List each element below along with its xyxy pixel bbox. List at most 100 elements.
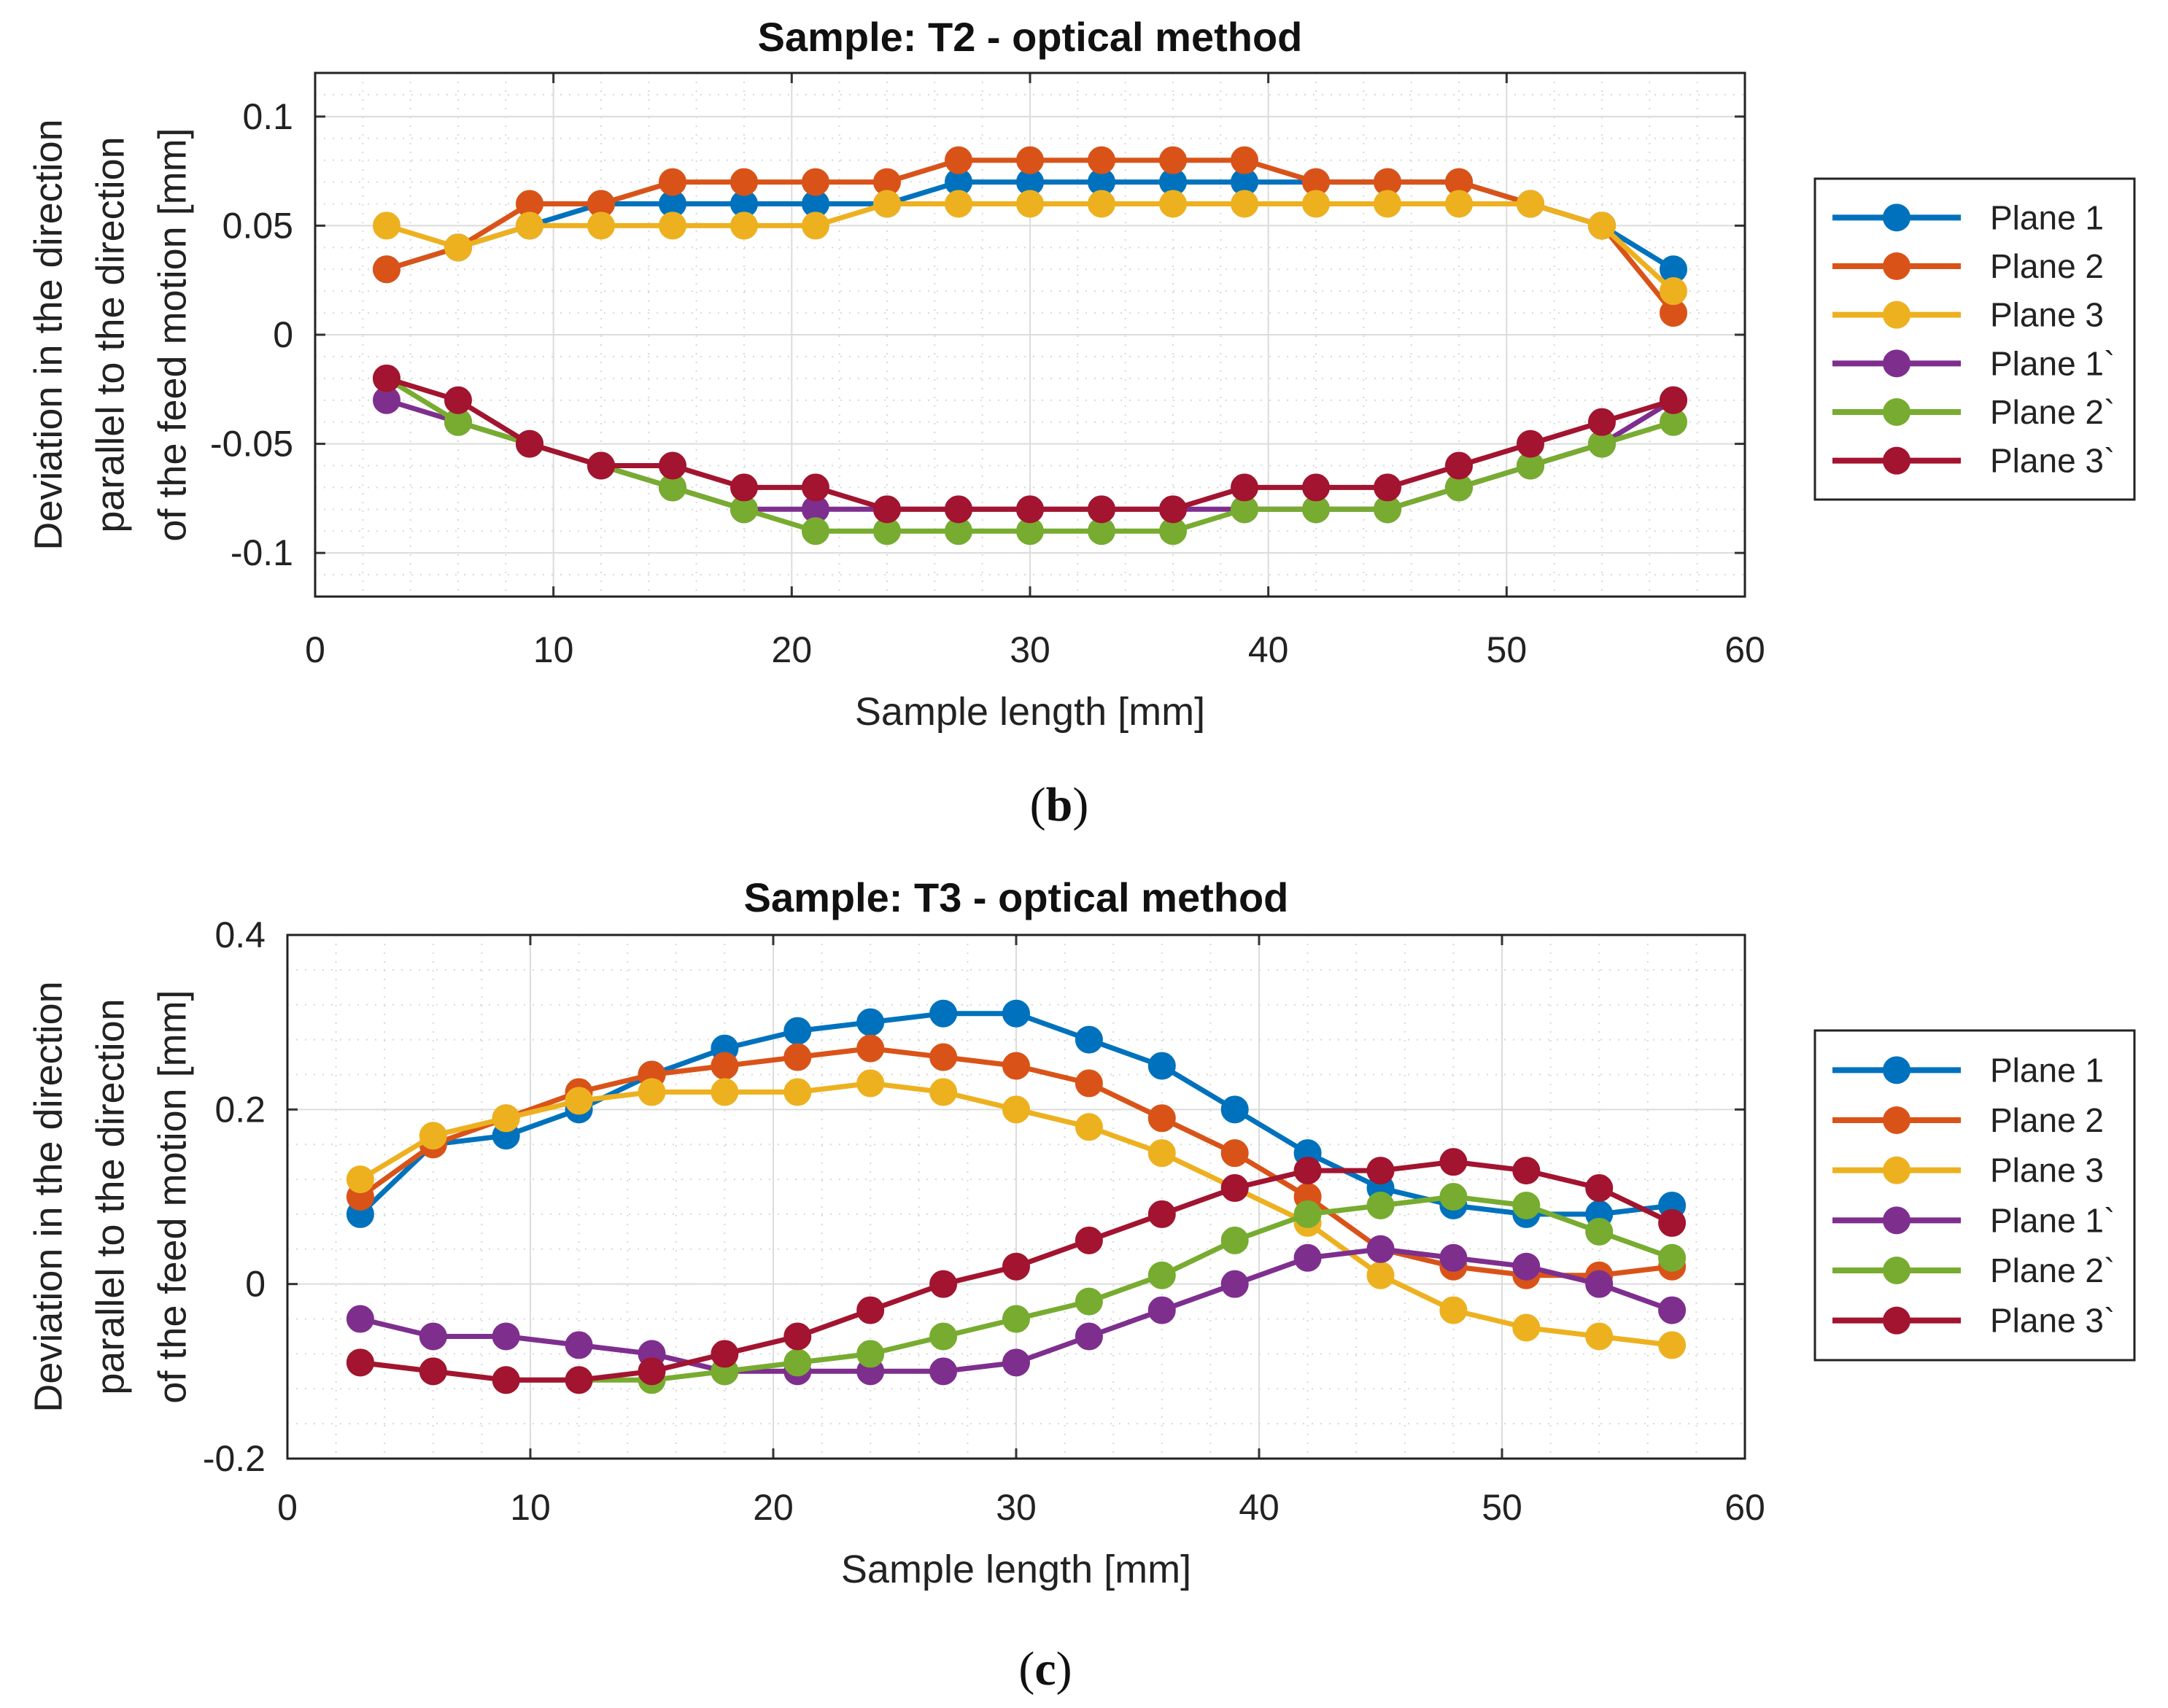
data-point: [516, 211, 543, 240]
y-tick-label: 0.4: [214, 915, 266, 955]
y-tick-label: -0.05: [210, 424, 293, 465]
caption-close-paren: ): [1056, 1642, 1072, 1696]
data-point: [711, 1340, 739, 1368]
data-point: [1445, 451, 1473, 480]
data-point: [1512, 1252, 1541, 1281]
data-point: [1658, 1243, 1687, 1272]
y-tick-label: 0.05: [222, 205, 293, 246]
data-point: [1293, 1157, 1322, 1185]
data-point: [1512, 1313, 1541, 1342]
data-point: [1585, 1217, 1614, 1246]
y-axis-label-line: parallel to the direction: [88, 136, 132, 532]
data-point: [1585, 1174, 1614, 1203]
caption-close-paren: ): [1072, 778, 1088, 831]
data-point: [1002, 1052, 1030, 1080]
data-point: [711, 1052, 739, 1080]
y-axis-label-line: parallel to the direction: [88, 998, 132, 1394]
legend: Plane 1 Plane 2 Plane 3 Plane 1` Plane 2` Pla…: [1813, 1029, 2136, 1362]
data-point: [1585, 1270, 1614, 1298]
plot-frame: [286, 933, 1746, 1460]
data-point: [373, 211, 400, 240]
data-point: [565, 1366, 593, 1394]
data-point: [1585, 1322, 1614, 1351]
data-point: [587, 451, 615, 480]
data-point: [1075, 1113, 1103, 1141]
y-axis-label-line: of the feed motion [mm]: [150, 128, 194, 541]
data-point: [1302, 190, 1330, 218]
data-point: [929, 1357, 958, 1386]
data-point: [1002, 1348, 1030, 1377]
data-point: [783, 1043, 812, 1071]
x-tick-label: 30: [996, 1487, 1037, 1528]
x-tick-label: 40: [1248, 629, 1289, 670]
caption-open-paren: (: [1018, 1642, 1034, 1696]
data-point: [1002, 1252, 1030, 1281]
x-tick-label: 60: [1724, 629, 1765, 670]
data-point: [1220, 1139, 1249, 1168]
data-point: [730, 211, 758, 240]
data-point: [1220, 1226, 1249, 1254]
data-point: [929, 999, 958, 1028]
data-point: [1517, 190, 1544, 218]
caption-open-paren: (: [1030, 778, 1046, 831]
legend-label-6: Plane 3`: [1990, 1302, 2115, 1340]
data-point: [1159, 146, 1187, 174]
data-point: [1016, 190, 1044, 218]
y-axis-label-line: of the feed motion [mm]: [150, 990, 194, 1403]
data-point: [659, 451, 686, 480]
legend-marker-6: [1883, 446, 1910, 475]
data-point: [1231, 190, 1258, 218]
data-point: [783, 1017, 812, 1045]
data-point: [346, 1348, 374, 1377]
data-point: [1658, 1296, 1687, 1324]
data-point: [1159, 190, 1187, 218]
data-point: [1517, 430, 1544, 458]
data-point: [1366, 1235, 1395, 1263]
data-point: [444, 233, 472, 262]
legend-label-2: Plane 2: [1990, 1101, 2104, 1139]
legend-marker-5: [1883, 1257, 1910, 1284]
legend-marker-4: [1883, 1206, 1910, 1235]
data-point: [1159, 495, 1187, 524]
data-point: [802, 211, 829, 240]
data-point: [945, 190, 972, 218]
data-point: [856, 1034, 885, 1063]
data-point: [1002, 1305, 1030, 1333]
data-point: [373, 364, 400, 392]
plot-frame: [314, 71, 1746, 598]
data-point: [929, 1043, 958, 1071]
legend-marker-1: [1883, 203, 1910, 232]
data-point: [565, 1087, 593, 1115]
data-point: [1075, 1025, 1103, 1054]
legend-label-1: Plane 1: [1990, 1051, 2104, 1089]
data-point: [1366, 1157, 1395, 1185]
x-tick-label: 10: [533, 629, 574, 670]
data-point: [419, 1357, 447, 1386]
data-point: [873, 495, 901, 524]
data-point: [1374, 473, 1401, 502]
caption-letter: b: [1046, 778, 1073, 831]
data-point: [1075, 1069, 1103, 1098]
data-point: [492, 1104, 520, 1133]
data-point: [419, 1122, 447, 1150]
y-tick-label: 0: [245, 1264, 266, 1305]
legend-marker-4: [1883, 349, 1910, 378]
data-point: [1147, 1052, 1176, 1080]
data-point: [856, 1008, 885, 1036]
chart-title: Sample: T2 - optical method: [758, 14, 1303, 60]
data-point: [516, 430, 543, 458]
y-tick-label: 0: [273, 314, 293, 355]
data-point: [783, 1078, 812, 1106]
y-tick-label: -0.1: [231, 532, 293, 573]
data-point: [1588, 211, 1616, 240]
data-point: [1439, 1148, 1468, 1176]
x-tick-label: 0: [305, 629, 325, 670]
data-point: [1231, 146, 1258, 174]
data-point: [1220, 1270, 1249, 1298]
y-axis-label-line: Deviation in the direction: [26, 119, 70, 550]
data-point: [1147, 1200, 1176, 1228]
data-point: [1002, 999, 1030, 1028]
chart-title: Sample: T3 - optical method: [744, 874, 1289, 920]
data-point: [1366, 1191, 1395, 1219]
